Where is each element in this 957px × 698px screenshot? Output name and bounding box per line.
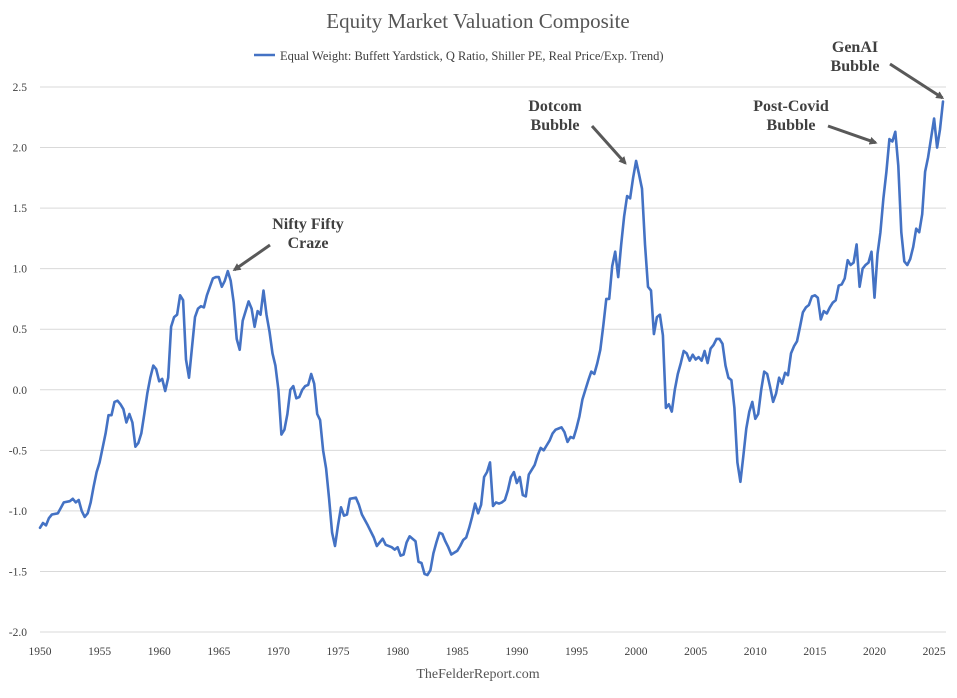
x-tick-label: 2000 bbox=[625, 646, 648, 658]
y-axis-ticks: 2.5 2.0 1.5 1.0 0.5 0.0 -0.5 -1.0 -1.5 -2.0 bbox=[9, 82, 27, 639]
x-tick-label: 2020 bbox=[863, 646, 886, 658]
annotation-arrow bbox=[232, 243, 271, 272]
source-credit: TheFelderReport.com bbox=[416, 667, 539, 682]
annotation-text: Post-Covid bbox=[753, 98, 829, 115]
annotation-dotcom: Dotcom Bubble bbox=[528, 98, 627, 165]
y-tick-label: 1.5 bbox=[13, 203, 28, 215]
y-tick-label: 2.0 bbox=[13, 143, 28, 155]
annotation-genai: GenAI Bubble bbox=[831, 39, 945, 100]
x-tick-label: 2005 bbox=[684, 646, 707, 658]
x-tick-label: 1980 bbox=[386, 646, 409, 658]
y-tick-label: 0.5 bbox=[13, 324, 28, 336]
x-tick-label: 1975 bbox=[327, 646, 350, 658]
gridlines bbox=[40, 86, 946, 633]
annotation-arrow bbox=[827, 124, 878, 145]
x-tick-label: 1970 bbox=[267, 646, 290, 658]
annotation-arrow bbox=[889, 62, 945, 100]
annotation-text: GenAI bbox=[832, 39, 878, 56]
y-tick-label: 0.0 bbox=[13, 385, 28, 397]
annotation-text: Bubble bbox=[531, 117, 580, 134]
x-tick-label: 1985 bbox=[446, 646, 469, 658]
annotation-postcovid: Post-Covid Bubble bbox=[753, 98, 878, 145]
x-tick-label: 2010 bbox=[744, 646, 767, 658]
y-tick-label: -1.0 bbox=[9, 506, 27, 518]
x-tick-label: 1990 bbox=[505, 646, 528, 658]
annotation-text: Nifty Fifty bbox=[272, 216, 344, 233]
x-axis-ticks: 1950 1955 1960 1965 1970 1975 1980 1985 1990 1995… bbox=[29, 646, 946, 658]
x-tick-label: 1950 bbox=[29, 646, 52, 658]
legend-label: Equal Weight: Buffett Yardstick, Q Ratio… bbox=[280, 49, 664, 63]
x-tick-label: 1960 bbox=[148, 646, 171, 658]
y-tick-label: 1.0 bbox=[13, 264, 28, 276]
legend: Equal Weight: Buffett Yardstick, Q Ratio… bbox=[254, 49, 664, 63]
annotation-text: Craze bbox=[288, 235, 329, 252]
x-tick-label: 1965 bbox=[207, 646, 230, 658]
y-tick-label: -0.5 bbox=[9, 445, 27, 457]
y-tick-label: 2.5 bbox=[13, 82, 28, 94]
x-tick-label: 1955 bbox=[88, 646, 111, 658]
y-tick-label: -2.0 bbox=[9, 627, 27, 639]
annotation-text: Dotcom bbox=[528, 98, 582, 115]
y-tick-label: -1.5 bbox=[9, 566, 27, 578]
annotation-text: Bubble bbox=[767, 117, 816, 134]
chart-title: Equity Market Valuation Composite bbox=[326, 9, 630, 33]
x-tick-label: 2025 bbox=[923, 646, 946, 658]
series-line bbox=[38, 100, 945, 577]
annotation-arrow bbox=[590, 125, 627, 165]
x-tick-label: 2015 bbox=[803, 646, 826, 658]
annotation-text: Bubble bbox=[831, 58, 880, 75]
annotations: Nifty Fifty Craze Dotcom Bubble Post-Covid Bu… bbox=[232, 39, 945, 272]
annotation-nifty: Nifty Fifty Craze bbox=[232, 216, 344, 272]
x-tick-label: 1995 bbox=[565, 646, 588, 658]
